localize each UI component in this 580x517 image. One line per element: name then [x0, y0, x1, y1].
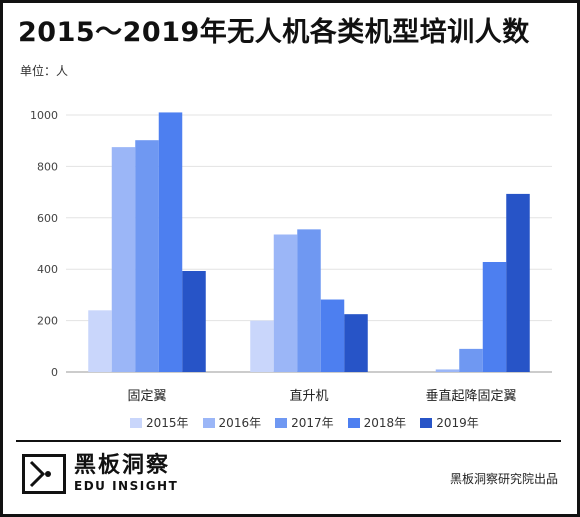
y-tick-label: 400: [37, 263, 58, 276]
legend-swatch: [130, 417, 142, 428]
bar: [297, 229, 321, 372]
legend-swatch: [420, 417, 433, 428]
source-credit: 黑板洞察研究院出品: [449, 472, 558, 486]
bar: [158, 112, 183, 373]
y-tick-label: 600: [37, 212, 58, 225]
x-category-label: 固定翼: [127, 389, 166, 404]
bar: [111, 147, 136, 372]
bar: [135, 140, 159, 372]
x-category-label: 直升机: [289, 389, 328, 404]
logo-name-cn: 黑板洞察: [74, 453, 171, 478]
legend-item: 2017年: [275, 414, 334, 431]
chart-title: 2015～2019年无人机各类机型培训人数: [18, 17, 530, 48]
y-tick-label: 200: [37, 315, 58, 328]
bar: [482, 262, 507, 372]
legend-item: 2016年: [202, 414, 262, 431]
bar: [344, 314, 368, 372]
legend-item: 2019年: [420, 414, 479, 431]
legend-swatch: [202, 417, 215, 428]
x-category-label: 垂直起降固定翼: [425, 389, 516, 404]
bar: [182, 270, 206, 372]
legend-label: 2015年: [146, 416, 189, 430]
bar: [273, 234, 298, 372]
legend-label: 2016年: [218, 416, 262, 430]
footer-divider: [16, 440, 561, 442]
legend-swatch: [275, 417, 288, 428]
bar: [506, 193, 530, 372]
axis-layer: 0 200 400 600 800 1000 固定翼 直升机 垂直起降固定翼: [30, 109, 517, 404]
legend-label: 2019年: [436, 416, 479, 430]
legend-swatch: [347, 417, 360, 428]
bars-layer: [88, 112, 530, 373]
bar: [320, 299, 345, 372]
legend-item: 2015年: [130, 414, 189, 431]
y-tick-label: 1000: [30, 109, 58, 122]
logo-name-en: EDU INSIGHT: [74, 479, 179, 493]
legend-label: 2017年: [291, 416, 334, 430]
y-tick-label: 800: [37, 160, 58, 173]
legend-item: 2018年: [347, 414, 407, 431]
bar: [88, 310, 112, 372]
legend: 2015年 2016年 2017年 2018年 2019年: [130, 414, 479, 431]
logo-mark-icon: [22, 454, 66, 494]
bar: [250, 320, 274, 372]
y-tick-label: 0: [51, 366, 58, 379]
unit-label: 单位：人: [20, 64, 69, 78]
bar: [435, 369, 460, 372]
logo: 黑板洞察 EDU INSIGHT: [22, 454, 178, 494]
legend-label: 2018年: [363, 416, 407, 430]
bar: [459, 348, 483, 372]
